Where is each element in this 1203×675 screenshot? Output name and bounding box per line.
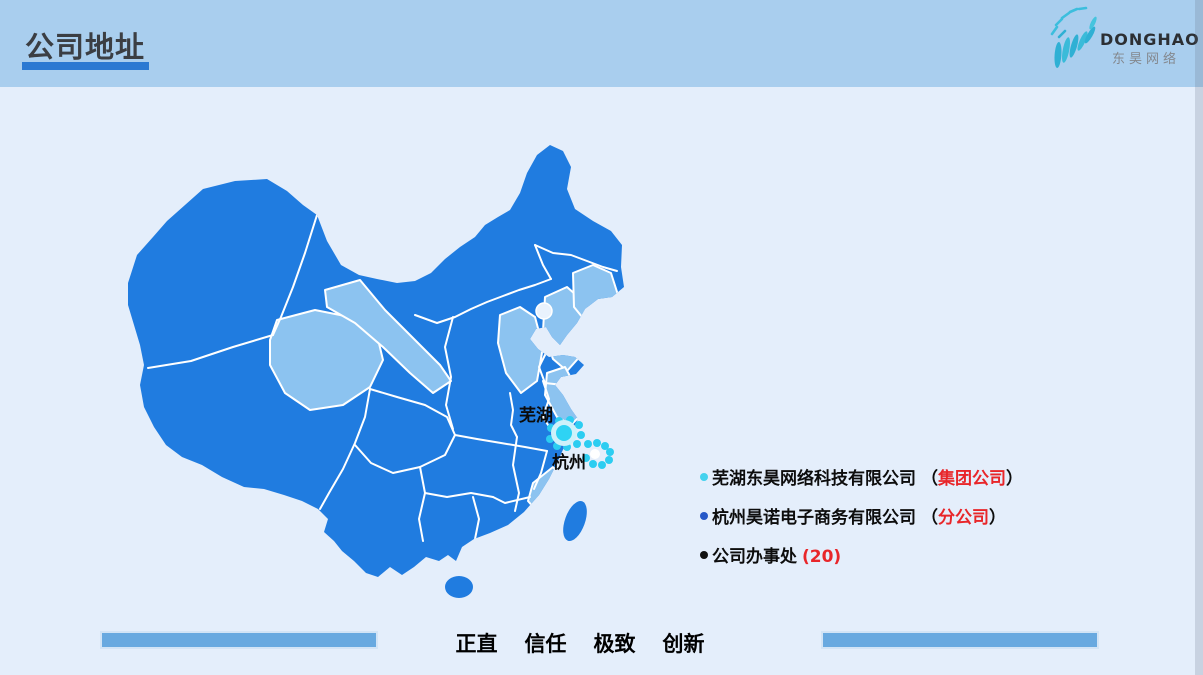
legend-highlight: (20) bbox=[802, 547, 842, 567]
motto-word: 正直 bbox=[455, 632, 498, 656]
slide-body: 芜湖 杭州 芜湖东昊网络科技有限公司 （集团公司） 杭州昊诺电子商务有限公司 （分公… bbox=[0, 87, 1203, 675]
feather-icon bbox=[1050, 6, 1097, 68]
legend-name: 芜湖东昊网络科技有限公司 bbox=[712, 469, 916, 489]
legend-paren-open: （ bbox=[921, 469, 938, 489]
legend-bullet bbox=[700, 472, 708, 481]
page-title: 公司地址 bbox=[25, 30, 146, 64]
legend-item: 芜湖东昊网络科技有限公司 （集团公司） bbox=[700, 464, 1023, 489]
legend-item: 公司办事处 (20) bbox=[700, 542, 1023, 567]
legend-name: 公司办事处 bbox=[712, 547, 797, 567]
wuhu-label: 芜湖 bbox=[519, 405, 553, 426]
company-logo: DONGHAO 东昊网络 bbox=[1046, 2, 1199, 82]
legend-paren-open: （ bbox=[921, 508, 938, 528]
motto-word: 极致 bbox=[593, 632, 636, 656]
bottom-bar-left bbox=[102, 633, 376, 647]
hangzhou-label: 杭州 bbox=[552, 452, 586, 473]
legend-bullet bbox=[700, 550, 708, 559]
beijing-region bbox=[535, 302, 553, 320]
legend-bullet bbox=[700, 511, 708, 520]
legend-highlight: 集团公司 bbox=[938, 469, 1006, 489]
wuhu-marker bbox=[551, 420, 577, 446]
logo-name: DONGHAO bbox=[1100, 30, 1200, 49]
legend-name: 杭州昊诺电子商务有限公司 bbox=[712, 508, 916, 528]
map-legend: 芜湖东昊网络科技有限公司 （集团公司） 杭州昊诺电子商务有限公司 （分公司） 公司办… bbox=[700, 464, 1023, 581]
province-borders bbox=[147, 214, 618, 542]
hangzhou-marker bbox=[590, 449, 600, 459]
legend-item: 杭州昊诺电子商务有限公司 （分公司） bbox=[700, 503, 1023, 528]
title-underline bbox=[22, 62, 149, 70]
company-motto: 正直 信任 极致 创新 bbox=[0, 628, 1160, 658]
slide-header: 公司地址 DONGHAO 东昊网络 bbox=[0, 0, 1203, 87]
legend-paren-close: ） bbox=[989, 508, 1006, 528]
legend-paren-close: ） bbox=[1006, 469, 1023, 489]
taiwan-island bbox=[563, 500, 587, 542]
logo-subtitle: 东昊网络 bbox=[1112, 52, 1181, 67]
china-map: 芜湖 杭州 bbox=[115, 125, 675, 605]
bottom-bar-right bbox=[823, 633, 1097, 647]
hainan-island bbox=[445, 576, 473, 598]
motto-word: 信任 bbox=[524, 632, 567, 656]
window-right-edge bbox=[1195, 0, 1203, 675]
motto-word: 创新 bbox=[662, 632, 705, 656]
office-dots-hangzhou bbox=[582, 439, 614, 469]
legend-highlight: 分公司 bbox=[938, 508, 989, 528]
